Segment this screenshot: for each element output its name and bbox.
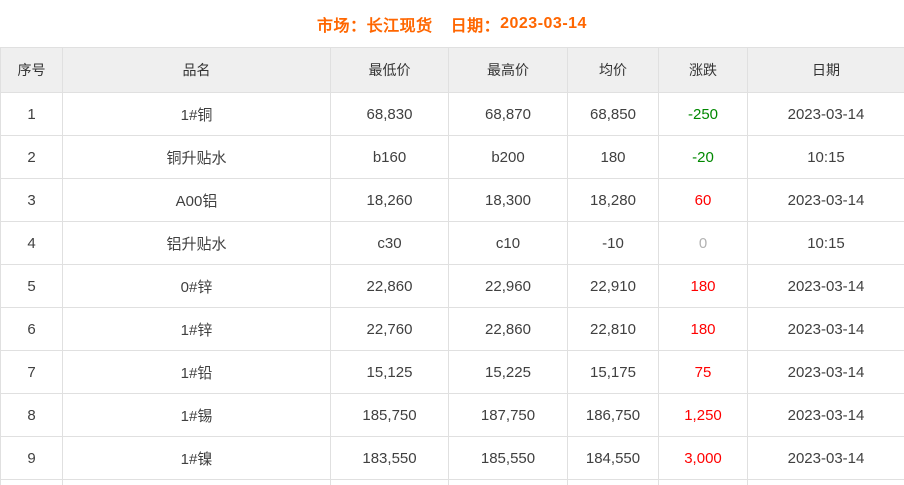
cell-name: 铜升贴水	[62, 135, 331, 179]
cell-avg: 15,175	[567, 350, 659, 394]
cell-no: 7	[0, 350, 63, 394]
cell-change: 75	[658, 350, 748, 394]
cell-date: 10:15	[747, 221, 904, 265]
cell-date	[747, 479, 904, 485]
price-table: 序号 品名 最低价 最高价 均价 涨跌 日期 1 1#铜 68,830 68,8…	[0, 47, 904, 485]
cell-change: 60	[658, 178, 748, 222]
cell-low	[330, 479, 449, 485]
cell-avg: 18,280	[567, 178, 659, 222]
column-header-avg: 均价	[567, 47, 659, 93]
cell-date: 2023-03-14	[747, 307, 904, 351]
column-header-date: 日期	[747, 47, 904, 93]
cell-high: 15,225	[448, 350, 568, 394]
cell-no: 9	[0, 436, 63, 480]
cell-high: 187,750	[448, 393, 568, 437]
cell-change: 1,250	[658, 393, 748, 437]
cell-avg: -10	[567, 221, 659, 265]
cell-no: 4	[0, 221, 63, 265]
cell-no: 6	[0, 307, 63, 351]
cell-date: 2023-03-14	[747, 393, 904, 437]
cell-high	[448, 479, 568, 485]
cell-low: 185,750	[330, 393, 449, 437]
cell-date: 10:15	[747, 135, 904, 179]
cell-name: A00铝	[62, 178, 331, 222]
column-header-low: 最低价	[330, 47, 449, 93]
column-header-change: 涨跌	[658, 47, 748, 93]
cell-low: c30	[330, 221, 449, 265]
cell-date: 2023-03-14	[747, 92, 904, 136]
cell-avg: 180	[567, 135, 659, 179]
table-row: 8 1#锡 185,750 187,750 186,750 1,250 2023…	[0, 393, 904, 437]
cell-name	[62, 479, 331, 485]
table-row: 6 1#锌 22,760 22,860 22,810 180 2023-03-1…	[0, 307, 904, 351]
market-value: 长江现货	[366, 17, 433, 35]
cell-low: b160	[330, 135, 449, 179]
cell-name: 1#锡	[62, 393, 331, 437]
table-row: 7 1#铅 15,125 15,225 15,175 75 2023-03-14	[0, 350, 904, 394]
cell-name: 0#锌	[62, 264, 331, 308]
cell-no	[0, 479, 63, 485]
cell-date: 2023-03-14	[747, 264, 904, 308]
cell-no: 5	[0, 264, 63, 308]
cell-date: 2023-03-14	[747, 350, 904, 394]
cell-low: 68,830	[330, 92, 449, 136]
cell-change: -20	[658, 135, 748, 179]
column-header-high: 最高价	[448, 47, 568, 93]
cell-change: 180	[658, 264, 748, 308]
cell-low: 183,550	[330, 436, 449, 480]
cell-low: 22,760	[330, 307, 449, 351]
cell-avg: 186,750	[567, 393, 659, 437]
table-row: 3 A00铝 18,260 18,300 18,280 60 2023-03-1…	[0, 178, 904, 222]
table-row: 4 铝升贴水 c30 c10 -10 0 10:15	[0, 221, 904, 265]
column-header-no: 序号	[0, 47, 63, 93]
cell-change: 180	[658, 307, 748, 351]
cell-low: 18,260	[330, 178, 449, 222]
date-label: 日期：	[450, 17, 501, 35]
cell-no: 3	[0, 178, 63, 222]
cell-no: 1	[0, 92, 63, 136]
cell-high: b200	[448, 135, 568, 179]
table-body: 1 1#铜 68,830 68,870 68,850 -250 2023-03-…	[0, 92, 904, 485]
cell-name: 1#铅	[62, 350, 331, 394]
cell-name: 1#镍	[62, 436, 331, 480]
column-header-name: 品名	[62, 47, 331, 93]
table-row-partial	[0, 479, 904, 485]
cell-avg: 22,910	[567, 264, 659, 308]
cell-high: 185,550	[448, 436, 568, 480]
cell-high: 18,300	[448, 178, 568, 222]
cell-date: 2023-03-14	[747, 436, 904, 480]
cell-high: 68,870	[448, 92, 568, 136]
table-row: 2 铜升贴水 b160 b200 180 -20 10:15	[0, 135, 904, 179]
cell-avg: 68,850	[567, 92, 659, 136]
cell-name: 1#锌	[62, 307, 331, 351]
cell-high: 22,960	[448, 264, 568, 308]
cell-name: 1#铜	[62, 92, 331, 136]
cell-change	[658, 479, 748, 485]
table-row: 1 1#铜 68,830 68,870 68,850 -250 2023-03-…	[0, 92, 904, 136]
table-row: 9 1#镍 183,550 185,550 184,550 3,000 2023…	[0, 436, 904, 480]
cell-change: -250	[658, 92, 748, 136]
cell-name: 铝升贴水	[62, 221, 331, 265]
cell-low: 22,860	[330, 264, 449, 308]
cell-change: 3,000	[658, 436, 748, 480]
cell-avg: 184,550	[567, 436, 659, 480]
table-header-row: 序号 品名 最低价 最高价 均价 涨跌 日期	[0, 47, 904, 93]
date-value: 2023-03-14	[500, 14, 587, 32]
table-row: 5 0#锌 22,860 22,960 22,910 180 2023-03-1…	[0, 264, 904, 308]
market-label: 市场：	[317, 17, 367, 35]
cell-avg: 22,810	[567, 307, 659, 351]
cell-high: c10	[448, 221, 568, 265]
cell-no: 2	[0, 135, 63, 179]
cell-no: 8	[0, 393, 63, 437]
cell-low: 15,125	[330, 350, 449, 394]
cell-change: 0	[658, 221, 748, 265]
page-title: 市场： 长江现货 日期： 2023-03-14	[0, 0, 904, 47]
cell-high: 22,860	[448, 307, 568, 351]
cell-date: 2023-03-14	[747, 178, 904, 222]
cell-avg	[567, 479, 659, 485]
